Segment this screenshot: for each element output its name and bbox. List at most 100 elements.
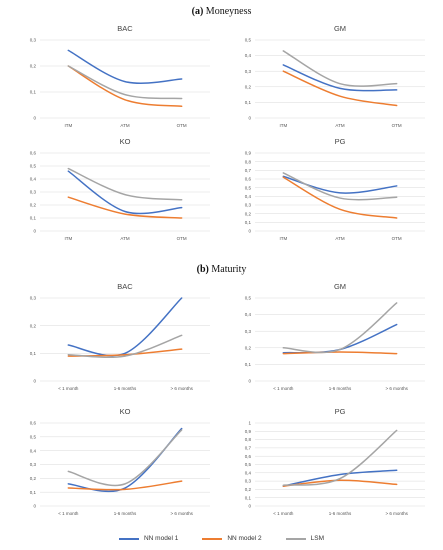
series-line-nn-model-1 (282, 469, 398, 487)
y-tick-label: 0,6 (30, 151, 37, 156)
chart-legend: NN model 1 NN model 2 LSM (0, 535, 443, 542)
x-tick-label: < 1 month (273, 386, 294, 391)
chart-title: PG (335, 407, 346, 416)
x-tick-label: > 6 months (385, 386, 408, 391)
y-tick-label: 0,1 (30, 490, 37, 495)
series-line-lsm (282, 172, 398, 201)
chart-title: BAC (117, 282, 133, 291)
series-line-nn-model-1 (282, 323, 398, 354)
series-line-nn-model-2 (67, 480, 183, 491)
y-tick-label: 0,1 (30, 351, 37, 356)
chart-panel-moneyness-gm: GM 0 0,1 0,2 0,3 0,4 0,5 ITM ATM OTM (245, 24, 425, 128)
series-line-nn-model-1 (282, 64, 398, 92)
series-line-nn-model-2 (282, 70, 398, 107)
legend-swatch (118, 537, 139, 540)
y-tick-label: 0,1 (245, 220, 252, 225)
chart-panel-maturity-pg: PG 0 0,1 0,2 0,3 0,4 0,5 0,6 0,7 0,8 0,9 1 < 1 month… (245, 407, 425, 516)
series-line-lsm (67, 167, 183, 201)
x-tick-label: OTM (177, 123, 187, 128)
series-line-nn-model-1 (282, 175, 398, 194)
section-letter: (b) (196, 264, 209, 275)
y-tick-label: 0 (33, 379, 36, 384)
chart-panel-maturity-bac: BAC 0 0,1 0,2 0,3 < 1 month 1-6 months > 6 mont… (30, 282, 210, 391)
y-tick-label: 0,5 (245, 462, 252, 467)
y-tick-label: 0,2 (245, 84, 252, 89)
y-tick-label: 0,5 (245, 296, 252, 301)
y-tick-label: 0,4 (245, 470, 252, 475)
y-tick-label: 0,4 (245, 194, 252, 199)
series-line-nn-model-1 (67, 427, 183, 493)
y-tick-label: 0,2 (30, 203, 37, 208)
x-tick-label: > 6 months (170, 386, 193, 391)
y-tick-label: 0 (33, 229, 36, 234)
legend-item-nn-model-2: NN model 2 (202, 535, 262, 542)
y-tick-label: 0,5 (245, 38, 252, 43)
section-label: Maturity (211, 264, 247, 275)
x-tick-label: 1-6 months (329, 511, 352, 516)
series-line-lsm (282, 302, 398, 354)
x-tick-label: > 6 months (385, 511, 408, 516)
y-tick-label: 0 (33, 116, 36, 121)
chart-panel-moneyness-pg: PG 0 0,1 0,2 0,3 0,4 0,5 0,6 0,7 0,8 0,9 ITM ATM OTM (245, 137, 425, 241)
x-tick-label: > 6 months (170, 511, 193, 516)
legend-item-nn-model-1: NN model 1 (118, 535, 179, 542)
series-line-lsm (67, 334, 183, 359)
x-tick-label: 1-6 months (114, 511, 137, 516)
y-tick-label: 0,3 (245, 329, 252, 334)
y-tick-label: 0,6 (245, 177, 252, 182)
x-tick-label: < 1 month (58, 386, 79, 391)
series-line-nn-model-2 (67, 65, 183, 108)
y-tick-label: 0,3 (30, 296, 37, 301)
y-tick-label: 0,1 (245, 495, 252, 500)
series-line-lsm (282, 429, 398, 486)
series-line-lsm (67, 65, 183, 100)
chart-title: GM (334, 24, 346, 33)
chart-panel-moneyness-bac: BAC 0 0,1 0,2 0,3 ITM ATM OTM (30, 24, 210, 128)
y-tick-label: 0,2 (245, 345, 252, 350)
y-tick-label: 0,3 (30, 462, 37, 467)
y-tick-label: 0,8 (245, 159, 252, 164)
series-line-nn-model-1 (67, 49, 183, 85)
legend-label: LSM (310, 535, 325, 542)
y-tick-label: 0,1 (245, 100, 252, 105)
y-tick-label: 0,7 (245, 168, 252, 173)
y-tick-label: 0,4 (245, 53, 252, 58)
series-line-nn-model-2 (282, 351, 398, 355)
x-tick-label: ITM (279, 123, 287, 128)
y-tick-label: 0,4 (245, 312, 252, 317)
y-tick-label: 0,3 (245, 479, 252, 484)
y-tick-label: 0,9 (245, 151, 252, 156)
y-tick-label: 0,8 (245, 437, 252, 442)
y-tick-label: 0,5 (30, 434, 37, 439)
y-tick-label: 0,2 (30, 476, 37, 481)
x-tick-label: OTM (177, 236, 187, 241)
y-tick-label: 0,3 (30, 190, 37, 195)
y-tick-label: 0 (248, 116, 251, 121)
legend-swatch (285, 537, 306, 540)
y-tick-label: 0 (248, 379, 251, 384)
legend-swatch (202, 537, 223, 540)
x-tick-label: 1-6 months (114, 386, 137, 391)
y-tick-label: 0,3 (245, 69, 252, 74)
section-label: Moneyness (205, 6, 252, 17)
x-tick-label: ITM (64, 236, 72, 241)
x-tick-label: ITM (279, 236, 287, 241)
legend-item-lsm: LSM (285, 535, 325, 542)
y-tick-label: 0,3 (30, 38, 37, 43)
legend-label: NN model 1 (143, 535, 179, 542)
y-tick-label: 0,3 (245, 203, 252, 208)
y-tick-label: 0 (248, 229, 251, 234)
x-tick-label: ATM (335, 236, 344, 241)
y-tick-label: 0,4 (30, 177, 37, 182)
y-tick-label: 0,4 (30, 448, 37, 453)
y-tick-label: 0,2 (30, 64, 37, 69)
section-letter: (a) (191, 6, 204, 17)
y-tick-label: 0,9 (245, 429, 252, 434)
chart-title: PG (335, 137, 346, 146)
x-tick-label: < 1 month (273, 511, 294, 516)
legend-label: NN model 2 (227, 535, 262, 542)
y-tick-label: 1 (248, 421, 251, 426)
section-title-b: (b) Maturity (0, 264, 443, 275)
y-tick-label: 0,5 (30, 164, 37, 169)
series-line-nn-model-2 (67, 196, 183, 219)
